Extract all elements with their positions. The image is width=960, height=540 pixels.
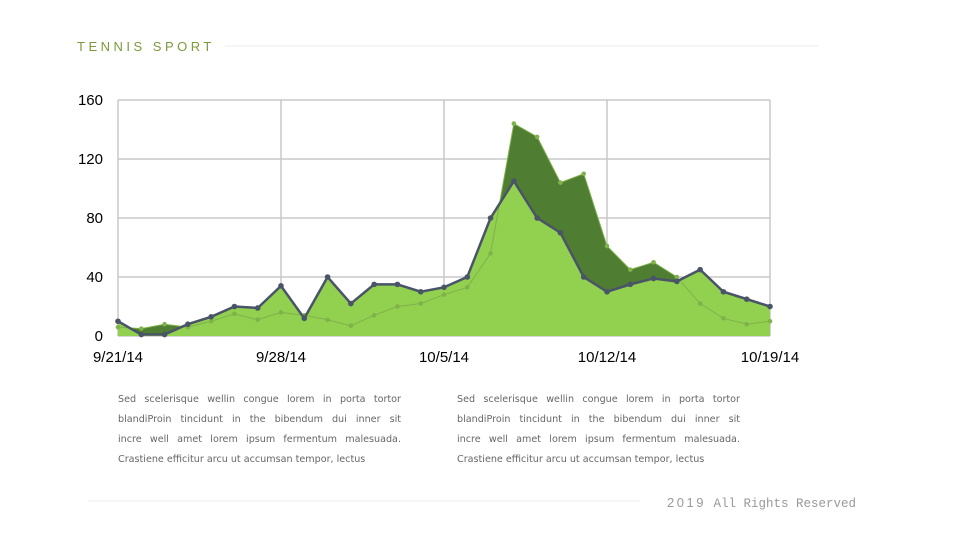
- marker: [278, 283, 284, 289]
- marker: [534, 134, 540, 140]
- marker: [208, 314, 214, 320]
- marker: [674, 274, 680, 280]
- y-tick-label: 40: [86, 269, 103, 286]
- text-line: Crastiene efficitur arcu ut accumsan tem…: [118, 454, 366, 465]
- text-line: incre well amet lorem ipsum fermentum ma…: [118, 434, 401, 445]
- x-tick-label: 10/12/14: [578, 349, 636, 366]
- marker: [348, 323, 354, 328]
- text-line: Crastiene efficitur arcu ut accumsan tem…: [457, 454, 705, 465]
- marker: [488, 251, 493, 256]
- marker: [185, 321, 191, 328]
- marker: [651, 259, 656, 265]
- marker: [581, 171, 587, 177]
- slide-title: TENNIS SPORT: [77, 39, 215, 54]
- marker: [162, 321, 167, 327]
- marker: [767, 303, 773, 310]
- marker: [627, 281, 634, 288]
- marker: [301, 315, 308, 322]
- marker: [721, 316, 726, 321]
- marker: [232, 311, 237, 317]
- text-line: Sed scelerisque wellin congue lorem in p…: [457, 394, 740, 405]
- marker: [418, 301, 424, 306]
- y-tick-label: 160: [78, 92, 103, 109]
- marker: [161, 331, 168, 338]
- marker: [371, 313, 377, 318]
- x-tick-label: 9/21/14: [93, 349, 143, 366]
- marker: [511, 178, 517, 184]
- marker: [487, 215, 494, 221]
- text-line: blandiProin tincidunt in the bibendum du…: [457, 414, 740, 425]
- marker: [371, 281, 377, 288]
- marker: [115, 324, 121, 330]
- marker: [604, 288, 610, 295]
- marker: [278, 310, 284, 315]
- marker: [627, 267, 633, 272]
- marker: [674, 278, 680, 285]
- marker: [231, 303, 238, 310]
- y-tick-label: 80: [86, 210, 103, 227]
- marker: [580, 274, 587, 280]
- marker: [208, 318, 214, 324]
- marker: [324, 274, 331, 280]
- marker: [743, 296, 750, 302]
- marker: [138, 331, 145, 338]
- marker: [604, 243, 610, 249]
- marker: [534, 215, 540, 221]
- marker: [255, 317, 261, 323]
- marker: [441, 284, 447, 291]
- marker: [325, 317, 330, 323]
- text-line: incre well amet lorem ipsum fermentum ma…: [457, 434, 740, 445]
- y-tick-label: 120: [78, 151, 103, 168]
- marker: [650, 275, 657, 282]
- area: [118, 123, 770, 336]
- marker: [254, 305, 261, 311]
- marker: [720, 288, 727, 295]
- text-line: blandiProin tincidunt in the bibendum du…: [118, 414, 401, 425]
- x-tick-label: 10/5/14: [419, 349, 469, 366]
- marker: [697, 301, 703, 306]
- marker: [557, 229, 564, 236]
- marker: [511, 121, 517, 126]
- paragraph: Sed scelerisque wellin congue lorem in p…: [457, 390, 740, 470]
- marker: [464, 274, 471, 280]
- area: [118, 181, 770, 336]
- footer-text: All Rights Reserved: [713, 497, 856, 511]
- marker: [394, 281, 401, 288]
- marker: [744, 321, 750, 327]
- footer-year: 2019: [667, 495, 706, 510]
- marker: [417, 288, 424, 295]
- x-tick-label: 10/19/14: [741, 349, 799, 366]
- footer: 2019 All Rights Reserved: [667, 494, 856, 513]
- marker: [697, 266, 703, 273]
- marker: [767, 318, 773, 324]
- marker: [464, 285, 470, 290]
- marker: [348, 300, 354, 307]
- marker: [138, 326, 144, 331]
- marker: [441, 292, 447, 298]
- marker: [558, 180, 563, 185]
- paragraph: Sed scelerisque wellin congue lorem in p…: [118, 390, 401, 470]
- marker: [395, 304, 400, 309]
- marker: [115, 318, 121, 325]
- text-line: Sed scelerisque wellin congue lorem in p…: [118, 394, 401, 405]
- x-tick-label: 9/28/14: [256, 349, 306, 366]
- y-tick-label: 0: [95, 328, 103, 345]
